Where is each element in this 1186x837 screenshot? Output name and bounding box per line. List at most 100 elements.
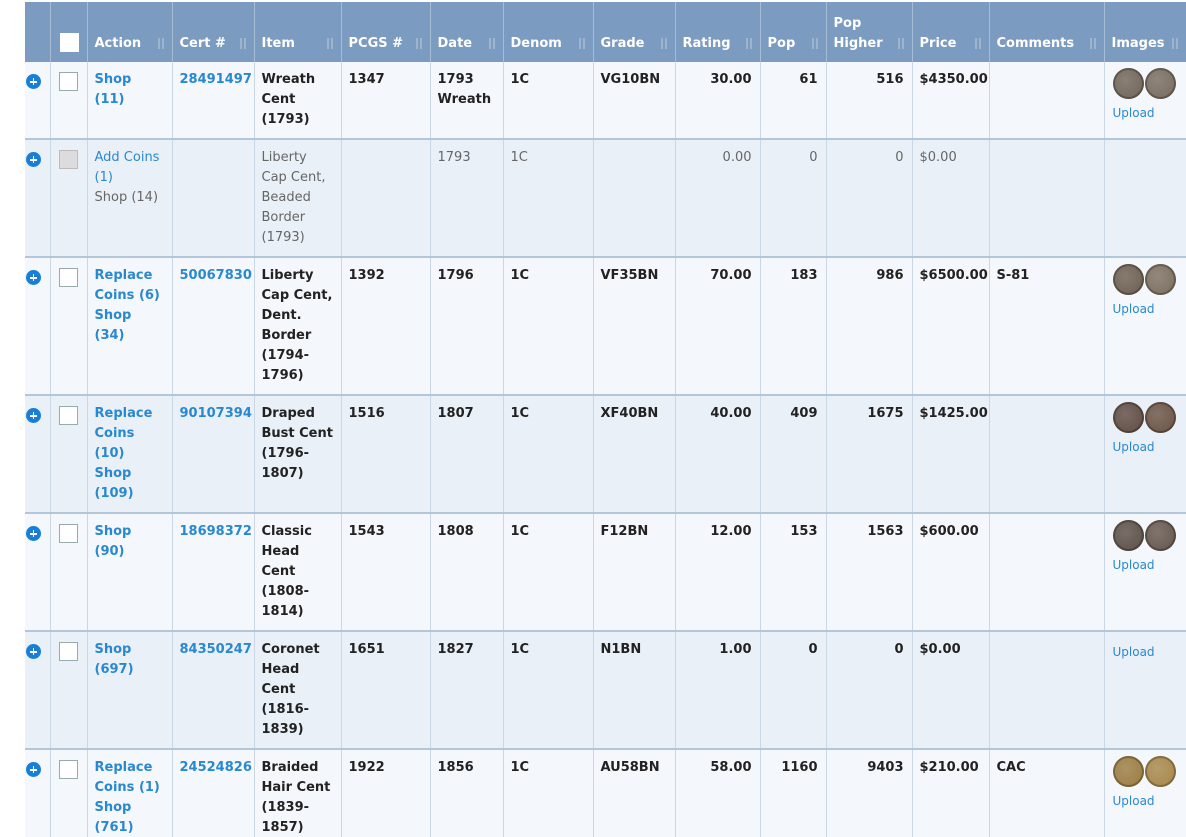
pcgs-number-cell: 1543 <box>341 513 431 632</box>
column-header[interactable]: Date <box>430 2 504 62</box>
rating: 40.00 <box>710 406 752 421</box>
sort-icon <box>973 38 983 50</box>
denomination: 1C <box>510 642 530 657</box>
coin-image[interactable] <box>1144 402 1176 433</box>
column-header[interactable]: Rating <box>675 2 761 62</box>
action-link[interactable]: Shop (14) <box>94 190 159 205</box>
cert-link[interactable]: 28491497 <box>179 72 252 87</box>
action-link[interactable]: Replace Coins (10) <box>94 406 153 461</box>
header-label: Item <box>261 36 295 51</box>
action-link[interactable]: Shop (34) <box>94 308 132 343</box>
population: 61 <box>799 72 818 87</box>
denomination: 1C <box>510 268 530 283</box>
cert-link[interactable]: 90107394 <box>179 406 252 421</box>
column-header[interactable]: Pop Higher <box>826 2 913 62</box>
header-expand <box>25 2 51 62</box>
coin-image[interactable] <box>1112 68 1144 99</box>
table-row: Add Coins (1) Shop (14) Liberty Cap Cent, … <box>25 139 1186 258</box>
action-link[interactable]: Replace Coins (1) <box>94 760 160 795</box>
action-link[interactable]: Shop (11) <box>94 72 132 107</box>
action-cell: Shop (697) <box>87 631 173 750</box>
expand-button[interactable] <box>26 526 41 541</box>
price: $6500.00 <box>919 268 988 283</box>
coin-image[interactable] <box>1144 520 1176 551</box>
denomination: 1C <box>510 72 530 87</box>
grade: VF35BN <box>600 268 659 283</box>
rating: 70.00 <box>710 268 752 283</box>
row-checkbox[interactable] <box>58 524 78 543</box>
action-link[interactable]: Shop (761) <box>94 800 134 835</box>
header-label: Cert # <box>179 36 226 51</box>
rating: 12.00 <box>710 524 752 539</box>
pcgs-number-cell <box>341 139 431 258</box>
upload-link[interactable]: Upload <box>1112 558 1155 572</box>
expand-button[interactable] <box>26 762 41 777</box>
row-checkbox[interactable] <box>58 72 78 91</box>
column-header[interactable]: Images <box>1104 2 1186 62</box>
action-link[interactable]: Replace Coins (6) <box>94 268 160 303</box>
header-row: Action Cert # Item PCGS # Date Denom Grade Rati… <box>25 2 1186 62</box>
cert-link[interactable]: 84350247 <box>179 642 252 657</box>
pop-higher-cell: 1563 <box>826 513 913 632</box>
table-body: Shop (11) 28491497 Wreath Cent (1793) 1347 1… <box>25 62 1186 837</box>
expand-button[interactable] <box>26 152 41 167</box>
pop-higher-cell: 516 <box>826 62 913 140</box>
column-header[interactable]: Cert # <box>172 2 255 62</box>
coin-image[interactable] <box>1112 756 1144 787</box>
pcgs-number-cell: 1392 <box>341 257 431 396</box>
expand-button[interactable] <box>26 270 41 285</box>
upload-link[interactable]: Upload <box>1112 645 1155 659</box>
column-header[interactable]: Item <box>254 2 342 62</box>
row-checkbox[interactable] <box>58 268 78 287</box>
date: 1827 <box>437 642 474 657</box>
coin-image[interactable] <box>1144 264 1176 295</box>
grade-cell: VF35BN <box>593 257 676 396</box>
item-name-cell: Coronet Head Cent (1816-1839) <box>254 631 342 750</box>
coin-image[interactable] <box>1144 68 1176 99</box>
select-all-checkbox[interactable] <box>59 33 79 52</box>
sort-icon <box>577 38 587 50</box>
grade-cell: XF40BN <box>593 395 676 514</box>
column-header[interactable]: Grade <box>593 2 676 62</box>
rating-cell: 12.00 <box>675 513 761 632</box>
action-link[interactable]: Add Coins (1) <box>94 150 160 185</box>
row-checkbox[interactable] <box>58 760 78 779</box>
expand-button[interactable] <box>26 408 41 423</box>
coin-image[interactable] <box>1144 756 1176 787</box>
column-header[interactable]: Pop <box>760 2 827 62</box>
action-link[interactable]: Shop (90) <box>94 524 132 559</box>
column-header[interactable]: Comments <box>989 2 1105 62</box>
upload-link[interactable]: Upload <box>1112 106 1155 120</box>
row-checkbox[interactable] <box>58 406 78 425</box>
price: $4350.00 <box>919 72 988 87</box>
action-link[interactable]: Shop (697) <box>94 642 134 677</box>
column-header[interactable]: Action <box>87 2 173 62</box>
coin-images <box>1112 264 1179 295</box>
column-header[interactable]: PCGS # <box>341 2 431 62</box>
upload-link[interactable]: Upload <box>1112 302 1155 316</box>
coin-image[interactable] <box>1112 520 1144 551</box>
coin-images <box>1112 756 1179 787</box>
header-label: PCGS # <box>348 36 404 51</box>
cert-link-cell: 90107394 <box>172 395 255 514</box>
pcgs-number: 1516 <box>348 406 385 421</box>
pcgs-number-cell: 1651 <box>341 631 431 750</box>
date-cell: 1808 <box>430 513 504 632</box>
expand-button[interactable] <box>26 74 41 89</box>
upload-link[interactable]: Upload <box>1112 794 1155 808</box>
action-link[interactable]: Shop (109) <box>94 466 134 501</box>
row-checkbox[interactable] <box>58 642 78 661</box>
expand-button[interactable] <box>26 644 41 659</box>
date: 1856 <box>437 760 474 775</box>
upload-link[interactable]: Upload <box>1112 440 1155 454</box>
coin-image[interactable] <box>1112 264 1144 295</box>
column-header[interactable]: Price <box>912 2 990 62</box>
header-label: Rating <box>682 36 731 51</box>
coin-image[interactable] <box>1112 402 1144 433</box>
cert-link[interactable]: 50067830 <box>179 268 252 283</box>
cert-link[interactable]: 24524826 <box>179 760 252 775</box>
coin-images <box>1112 402 1179 433</box>
column-header[interactable]: Denom <box>503 2 594 62</box>
cert-link[interactable]: 18698372 <box>179 524 252 539</box>
images-cell: Upload <box>1104 513 1186 632</box>
